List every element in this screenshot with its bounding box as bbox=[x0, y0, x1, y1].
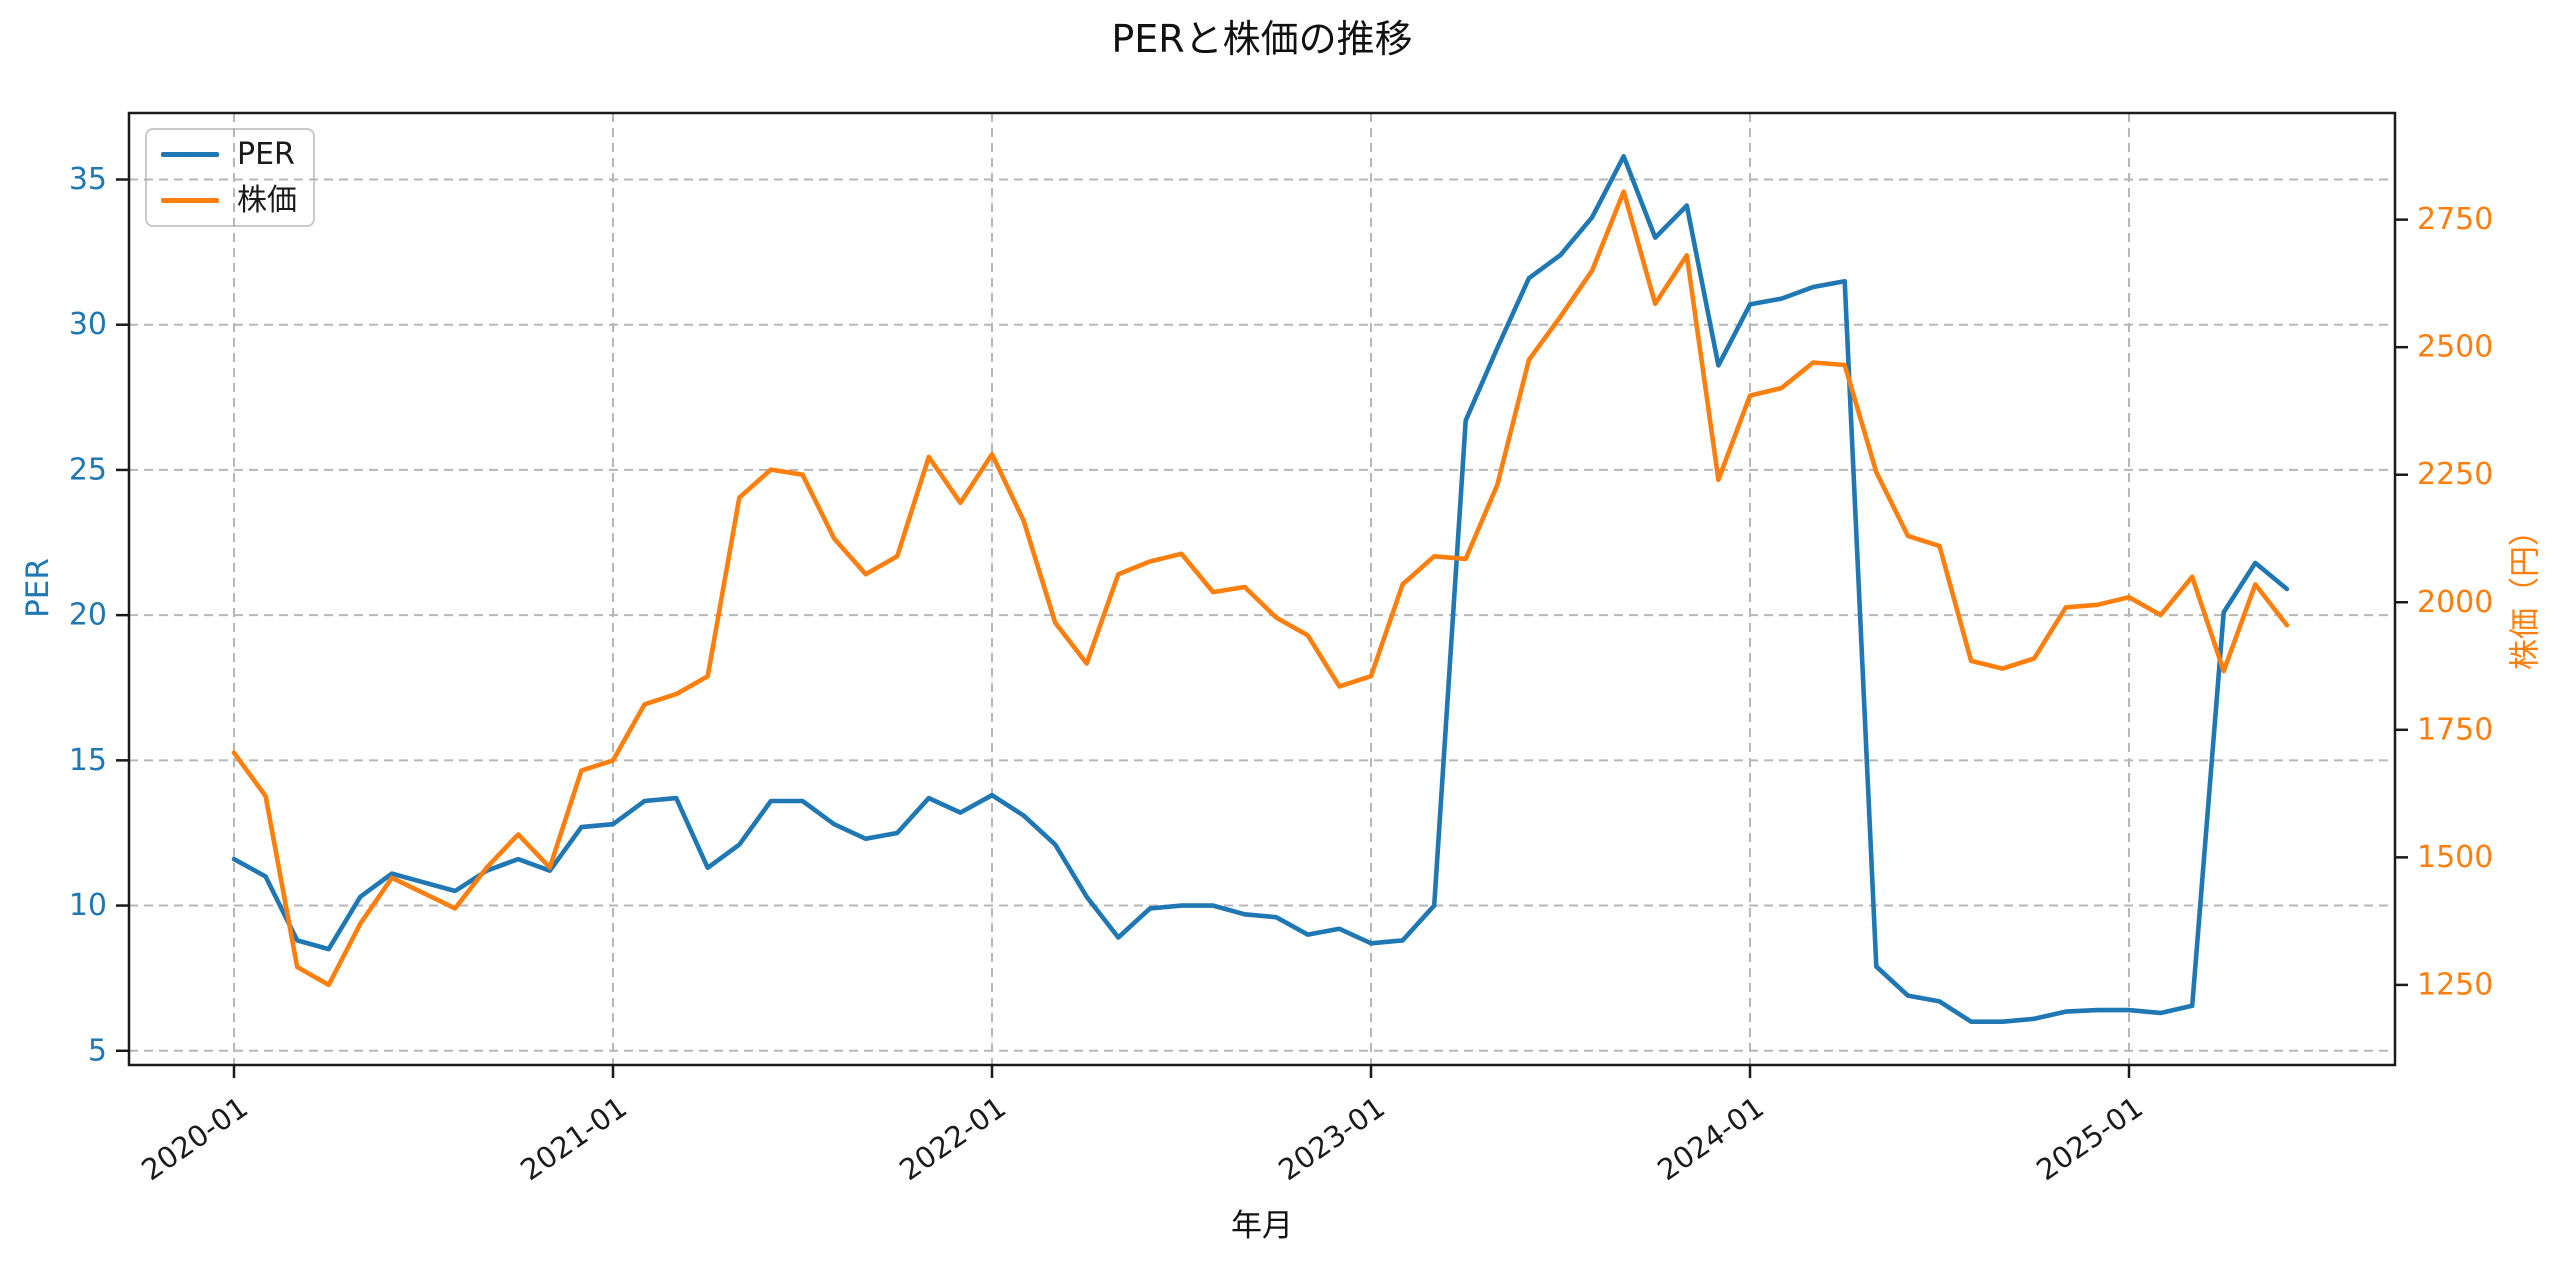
line-kabuka bbox=[231, 189, 2290, 988]
legend-item-per: PER bbox=[161, 136, 299, 172]
y-tick-label-right: 2750 bbox=[2417, 202, 2493, 237]
x-tick-label: 2021-01 bbox=[514, 1090, 633, 1187]
y-tick-label-right: 1750 bbox=[2417, 712, 2493, 747]
x-tick-label: 2024-01 bbox=[1651, 1090, 1770, 1187]
legend-label-kabuka: 株価 bbox=[237, 182, 297, 218]
kabuka-line-swatch bbox=[161, 198, 219, 203]
y-tick-label-left: 25 bbox=[69, 452, 107, 487]
y-tick-label-left: 10 bbox=[69, 888, 107, 923]
y-tick-label-left: 30 bbox=[69, 307, 107, 342]
y-tick-label-left: 5 bbox=[88, 1033, 107, 1068]
chart-title: PERと株価の推移 bbox=[1111, 17, 1413, 61]
line-per bbox=[231, 154, 2290, 1025]
y-tick-label-right: 2500 bbox=[2417, 330, 2493, 365]
x-tick-label: 2025-01 bbox=[2030, 1090, 2149, 1187]
per-line-swatch bbox=[161, 152, 219, 157]
y-axis-ticks-right: 1250 1500 1750 2000 2250 2500 2750 bbox=[2395, 202, 2493, 1002]
y-axis-ticks-left: 5 10 15 20 25 30 35 bbox=[69, 162, 129, 1068]
legend: PER 株価 bbox=[145, 128, 315, 227]
x-axis-ticks: 2020-01 2021-01 2022-01 2023-01 2024-01 2025-… bbox=[135, 1065, 2149, 1187]
y-tick-label-right: 2000 bbox=[2417, 585, 2493, 620]
y-tick-label-right: 1500 bbox=[2417, 840, 2493, 875]
y-tick-label-right: 1250 bbox=[2417, 967, 2493, 1002]
axes-frame bbox=[127, 111, 2397, 1067]
legend-item-kabuka: 株価 bbox=[161, 182, 299, 218]
x-axis-label: 年月 bbox=[1231, 1208, 1293, 1244]
y-tick-label-left: 15 bbox=[69, 743, 107, 778]
legend-label-per: PER bbox=[237, 136, 295, 172]
grid-layer bbox=[129, 113, 2395, 1065]
y-tick-label-right: 2250 bbox=[2417, 457, 2493, 492]
y-tick-label-left: 20 bbox=[69, 598, 107, 633]
x-tick-label: 2022-01 bbox=[893, 1090, 1012, 1187]
y-tick-label-left: 35 bbox=[69, 162, 107, 197]
x-tick-label: 2020-01 bbox=[135, 1090, 254, 1187]
x-tick-label: 2023-01 bbox=[1272, 1090, 1391, 1187]
